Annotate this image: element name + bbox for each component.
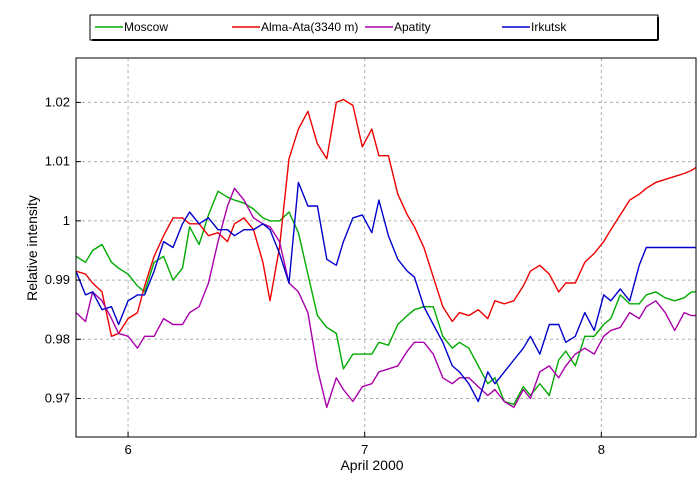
legend-label-alma-ata-3340-m: Alma-Ata(3340 m) xyxy=(261,20,358,34)
legend-label-irkutsk: Irkutsk xyxy=(531,20,567,34)
legend-label-apatity: Apatity xyxy=(394,20,431,34)
x-axis-label: April 2000 xyxy=(340,457,403,473)
legend-label-moscow: Moscow xyxy=(124,20,168,34)
series-line-alma-ata-3340-m xyxy=(76,98,696,337)
plot-frame xyxy=(75,57,697,438)
y-axis: 0.97 0.98 0.99 1 1.01 1.02 xyxy=(45,94,81,406)
y-tick-label: 0.99 xyxy=(45,272,70,287)
series-layer xyxy=(76,98,696,409)
y-tick-label: 0.98 xyxy=(45,331,70,346)
legend: Moscow Alma-Ata(3340 m) Apatity Irkutsk xyxy=(89,14,659,41)
series-line-apatity xyxy=(76,187,696,409)
y-tick-label: 1.01 xyxy=(45,154,70,169)
series-line-irkutsk xyxy=(76,181,696,403)
y-axis-label: Relative intensity xyxy=(24,195,40,301)
x-tick-label: 8 xyxy=(598,442,605,457)
y-tick-label: 1.02 xyxy=(45,94,70,109)
x-axis: 6 7 8 xyxy=(124,432,605,457)
plot-area: 6 7 8 0.97 0.98 0.99 1 1.01 1.02 xyxy=(45,57,697,457)
x-tick-label: 7 xyxy=(361,442,368,457)
y-tick-label: 1 xyxy=(63,213,70,228)
series-line-moscow xyxy=(76,190,696,406)
grid xyxy=(76,58,696,437)
y-tick-label: 0.97 xyxy=(45,391,70,406)
x-tick-label: 6 xyxy=(124,442,131,457)
